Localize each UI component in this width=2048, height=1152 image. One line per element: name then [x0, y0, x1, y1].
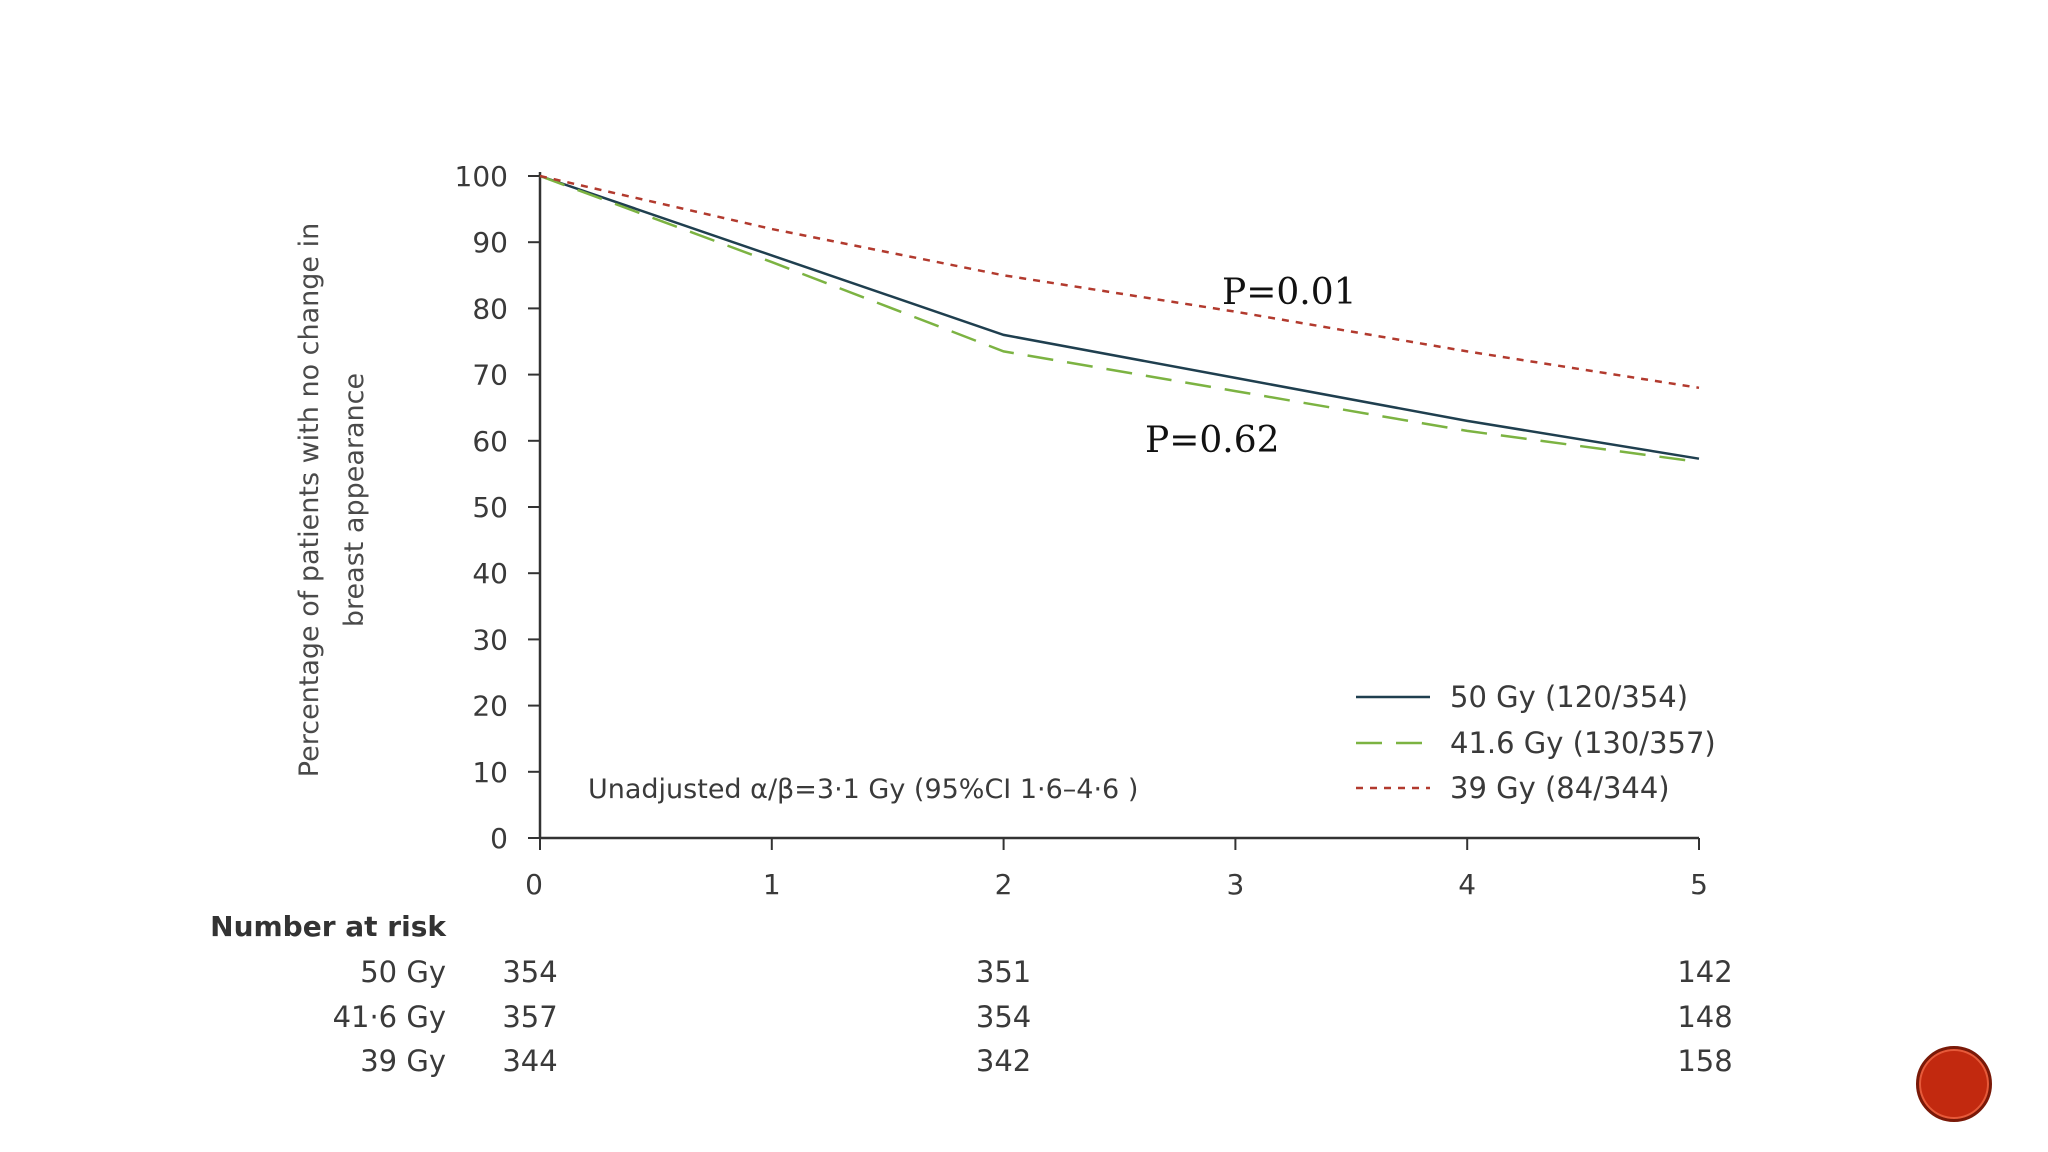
risk-cell-0-2: 142 — [1677, 955, 1732, 989]
slide-nav-button[interactable] — [1916, 1046, 1992, 1122]
legend-label-2: 39 Gy (84/344) — [1450, 771, 1670, 805]
x-tick-label-0: 0 — [525, 868, 543, 901]
risk-cell-2-2: 158 — [1677, 1044, 1732, 1078]
p-value-upper: P=0.01 — [1222, 272, 1357, 313]
p-value-lower: P=0.62 — [1145, 420, 1280, 461]
number-at-risk-table: Number at risk 50 Gy 354 351 142 41·6 Gy 357 3… — [210, 910, 1733, 1078]
x-tick-label-5: 5 — [1690, 868, 1708, 901]
x-tick-label-3: 3 — [1226, 868, 1244, 901]
risk-cell-1-0: 357 — [502, 1000, 557, 1034]
y-tick-label-0: 0 — [490, 822, 508, 855]
y-axis-label: Percentage of patients with no change in… — [294, 223, 370, 777]
risk-table-title: Number at risk — [210, 910, 447, 943]
x-tick-label-1: 1 — [763, 868, 781, 901]
risk-cell-0-0: 354 — [502, 955, 557, 989]
x-tick-label-2: 2 — [995, 868, 1013, 901]
y-tick-label-60: 60 — [472, 425, 508, 458]
legend-label-1: 41.6 Gy (130/357) — [1450, 726, 1716, 760]
y-tick-label-100: 100 — [455, 160, 508, 193]
y-tick-label-30: 30 — [472, 623, 508, 656]
y-axis-label-line1: Percentage of patients with no change in — [294, 223, 325, 777]
risk-cell-2-1: 342 — [976, 1044, 1031, 1078]
y-tick-label-10: 10 — [472, 756, 508, 789]
series-line-1 — [539, 174, 1700, 464]
series-line-0 — [539, 174, 1700, 460]
y-tick-label-40: 40 — [472, 557, 508, 590]
y-tick-label-90: 90 — [472, 226, 508, 259]
y-axis-label-line2: breast appearance — [339, 373, 370, 627]
legend: 50 Gy (120/354) 41.6 Gy (130/357) 39 Gy (8… — [1356, 680, 1716, 805]
risk-cell-1-2: 148 — [1677, 1000, 1732, 1034]
alpha-beta-note: Unadjusted α/β=3·1 Gy (95%CI 1·6–4·6 ) — [588, 774, 1138, 805]
x-tick-label-4: 4 — [1458, 868, 1476, 901]
y-tick-label-80: 80 — [472, 292, 508, 325]
risk-row-label-2: 39 Gy — [360, 1044, 446, 1078]
risk-cell-0-1: 351 — [976, 955, 1031, 989]
risk-cell-2-0: 344 — [502, 1044, 557, 1078]
y-tick-label-50: 50 — [472, 491, 508, 524]
risk-cell-1-1: 354 — [976, 1000, 1031, 1034]
y-tick-label-70: 70 — [472, 359, 508, 392]
axes: 0 10 20 30 40 50 60 70 80 90 100 0 1 2 3 4 5 — [455, 160, 1708, 901]
series-line-2 — [539, 174, 1700, 390]
legend-label-0: 50 Gy (120/354) — [1450, 680, 1688, 714]
y-tick-label-20: 20 — [472, 690, 508, 723]
risk-row-label-1: 41·6 Gy — [333, 1000, 446, 1034]
series-lines — [539, 174, 1700, 464]
risk-row-label-0: 50 Gy — [360, 955, 446, 989]
